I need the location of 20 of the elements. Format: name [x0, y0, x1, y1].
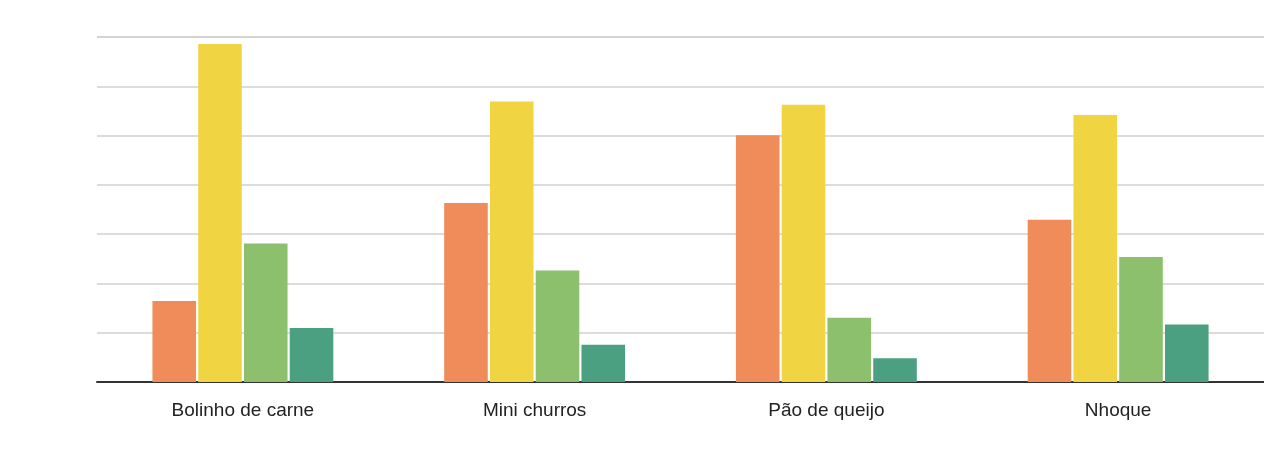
- bar: [781, 104, 826, 382]
- bar: [1164, 324, 1209, 382]
- bar: [581, 344, 626, 382]
- x-tick-label: Bolinho de carne: [171, 399, 315, 420]
- bar: [873, 358, 917, 382]
- x-tick-label: Mini churros: [482, 399, 587, 420]
- bar: [243, 243, 288, 382]
- bar: [1027, 219, 1072, 382]
- bar: [289, 327, 334, 382]
- bar: [152, 300, 197, 382]
- bar: [198, 44, 242, 382]
- x-tick-label: Nhoque: [1084, 399, 1152, 420]
- bar: [827, 317, 872, 382]
- x-tick-label: Pão de queijo: [768, 399, 885, 420]
- bar: [1073, 115, 1118, 382]
- bar: [735, 135, 780, 382]
- bar: [1119, 256, 1163, 382]
- bar: [444, 202, 488, 382]
- bar: [535, 270, 580, 382]
- bar: [489, 101, 534, 382]
